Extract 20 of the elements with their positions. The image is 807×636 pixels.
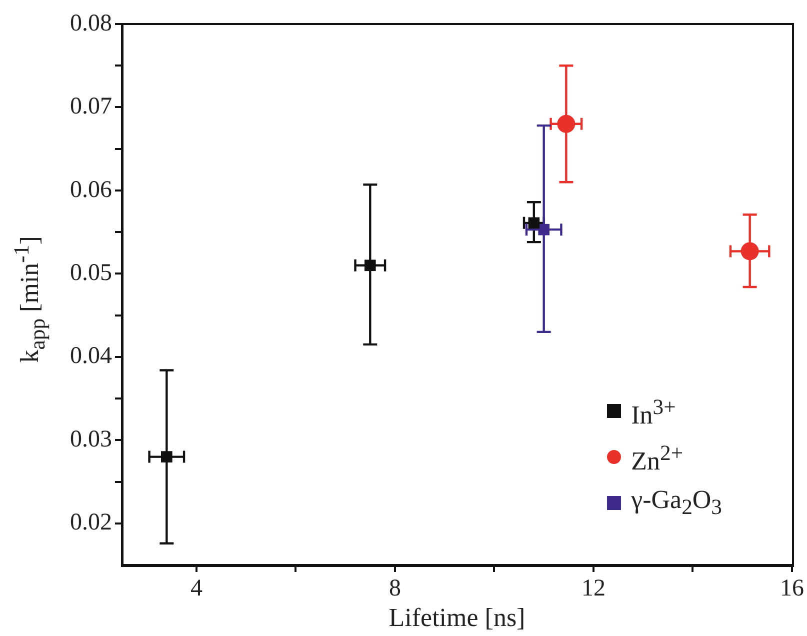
x-tick-label: 4 (190, 576, 202, 602)
x-tick-label: 12 (581, 576, 606, 602)
legend-label: γ-Ga$_{2}$O$_{3}$ (631, 484, 722, 521)
y-tick-label: 0.06 (70, 176, 112, 203)
legend-label: Zn$^{2+}$ (631, 440, 684, 478)
y-tick-label: 0.08 (70, 10, 112, 36)
point (557, 114, 576, 133)
y-tick-label: 0.05 (70, 260, 112, 286)
y-tick-label: 0.02 (70, 510, 112, 536)
y-tick-label: 0.04 (70, 343, 112, 370)
y-tick-label: 0.03 (70, 426, 112, 452)
x-axis-title: Lifetime [ns] (388, 603, 526, 633)
legend-label: In$^{3+}$ (631, 394, 676, 432)
point (740, 242, 759, 260)
point (364, 260, 376, 272)
x-tick-label: 16 (780, 576, 804, 602)
point (538, 224, 550, 236)
y-tick-label: 0.07 (70, 94, 112, 120)
point (161, 451, 172, 462)
x-tick-label: 8 (388, 576, 401, 602)
